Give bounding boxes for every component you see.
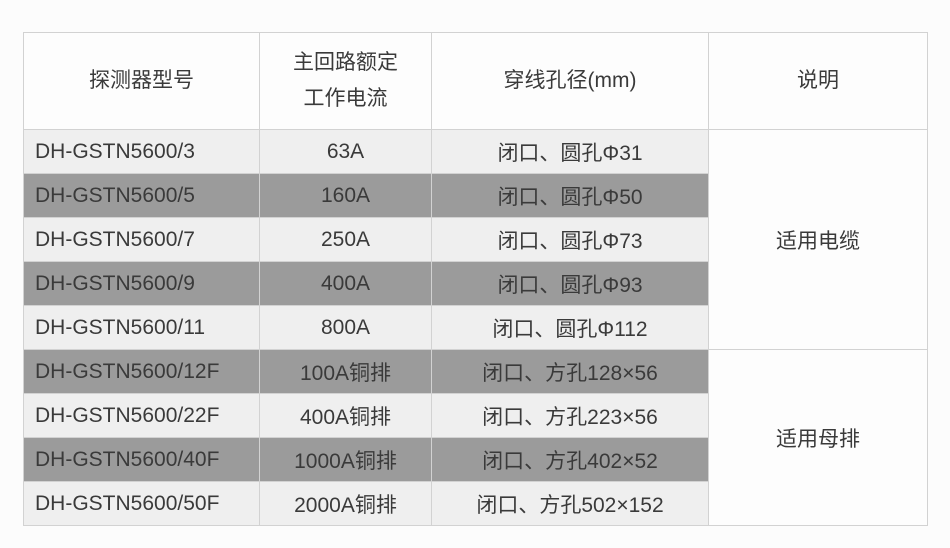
cell-current: 160A	[259, 173, 432, 218]
header-row: 探测器型号 主回路额定 工作电流 穿线孔径(mm) 说明	[23, 32, 928, 130]
table-row: DH-GSTN5600/9 400A 闭口、圆孔Φ93	[23, 261, 928, 306]
col-header-desc: 说明	[708, 32, 928, 130]
col-header-hole: 穿线孔径(mm)	[431, 32, 709, 130]
table-row: DH-GSTN5600/12F 100A铜排 闭口、方孔128×56 适用母排	[23, 349, 928, 526]
table-row: DH-GSTN5600/7 250A 闭口、圆孔Φ73	[23, 217, 928, 262]
cell-model: DH-GSTN5600/22F	[23, 393, 260, 438]
cell-current: 800A	[259, 305, 432, 350]
cell-model: DH-GSTN5600/5	[23, 173, 260, 218]
col-header-model: 探测器型号	[23, 32, 260, 130]
cell-hole: 闭口、方孔223×56	[431, 393, 709, 438]
table-row: DH-GSTN5600/3 63A 闭口、圆孔Φ31 适用电缆	[23, 129, 928, 350]
cell-group-cable: 适用电缆	[708, 129, 928, 350]
cell-model: DH-GSTN5600/11	[23, 305, 260, 350]
cell-model: DH-GSTN5600/40F	[23, 437, 260, 482]
table-row: DH-GSTN5600/5 160A 闭口、圆孔Φ50	[23, 173, 928, 218]
cell-hole: 闭口、方孔402×52	[431, 437, 709, 482]
cell-current: 100A铜排	[259, 349, 432, 394]
table-row: DH-GSTN5600/50F 2000A铜排 闭口、方孔502×152	[23, 481, 928, 526]
cell-model: DH-GSTN5600/12F	[23, 349, 260, 394]
cell-current: 1000A铜排	[259, 437, 432, 482]
cell-hole: 闭口、圆孔Φ31	[431, 129, 709, 174]
cell-current: 400A	[259, 261, 432, 306]
cell-hole: 闭口、圆孔Φ50	[431, 173, 709, 218]
cell-current: 400A铜排	[259, 393, 432, 438]
cell-hole: 闭口、圆孔Φ73	[431, 217, 709, 262]
cell-hole: 闭口、方孔502×152	[431, 481, 709, 526]
cell-hole: 闭口、圆孔Φ93	[431, 261, 709, 306]
cell-model: DH-GSTN5600/7	[23, 217, 260, 262]
cell-current: 63A	[259, 129, 432, 174]
detector-spec-table: 探测器型号 主回路额定 工作电流 穿线孔径(mm) 说明 DH-GSTN5600…	[23, 32, 928, 526]
cell-current: 250A	[259, 217, 432, 262]
cell-model: DH-GSTN5600/3	[23, 129, 260, 174]
table-row: DH-GSTN5600/11 800A 闭口、圆孔Φ112	[23, 305, 928, 350]
cell-hole: 闭口、方孔128×56	[431, 349, 709, 394]
cell-model: DH-GSTN5600/9	[23, 261, 260, 306]
table-row: DH-GSTN5600/22F 400A铜排 闭口、方孔223×56	[23, 393, 928, 438]
table-row: DH-GSTN5600/40F 1000A铜排 闭口、方孔402×52	[23, 437, 928, 482]
col-header-current: 主回路额定 工作电流	[259, 32, 432, 130]
cell-model: DH-GSTN5600/50F	[23, 481, 260, 526]
cell-current: 2000A铜排	[259, 481, 432, 526]
cell-hole: 闭口、圆孔Φ112	[431, 305, 709, 350]
cell-group-busbar: 适用母排	[708, 349, 928, 526]
